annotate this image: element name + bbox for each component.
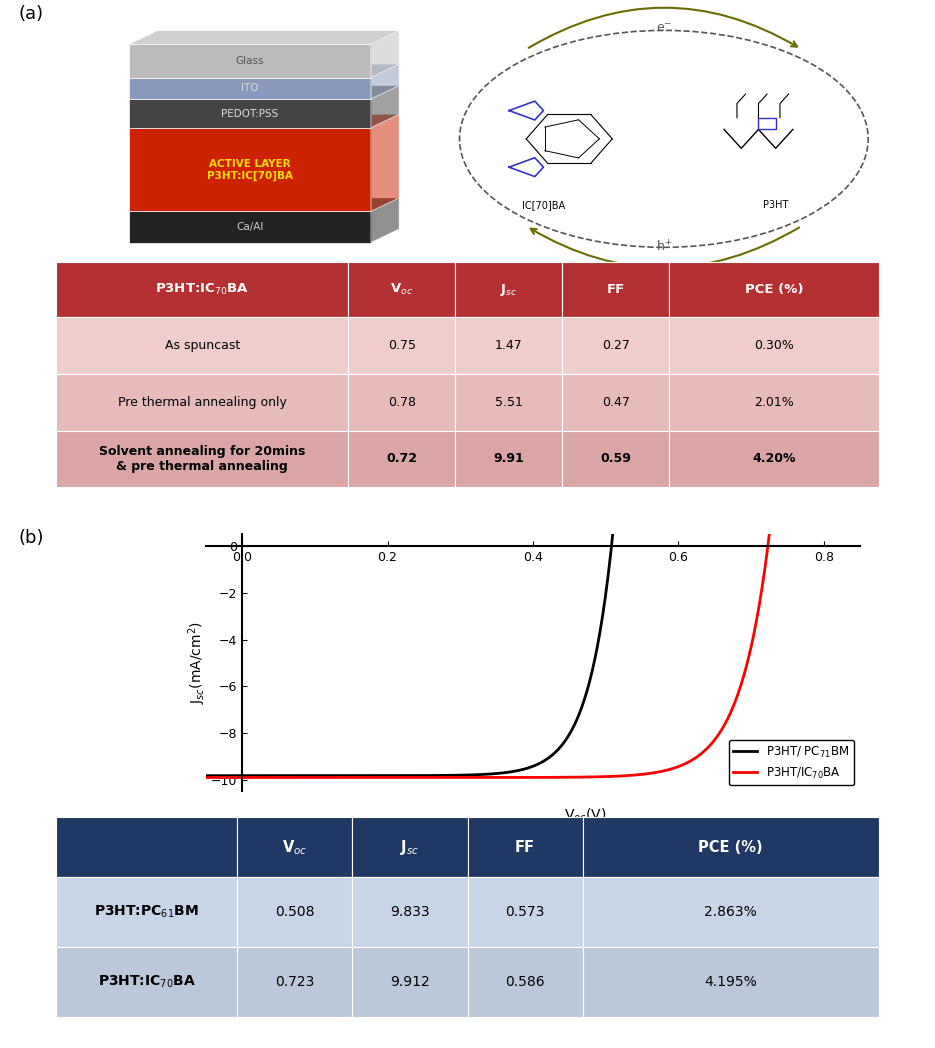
Text: 4.195%: 4.195% [704,975,757,988]
Text: 5.51: 5.51 [495,396,523,409]
Text: FF: FF [607,283,625,297]
Text: P3HT: P3HT [763,200,788,210]
Polygon shape [129,30,399,44]
Text: ACTIVE LAYER
P3HT:IC[70]BA: ACTIVE LAYER P3HT:IC[70]BA [207,158,293,180]
Text: P3HT:IC$_{70}$BA: P3HT:IC$_{70}$BA [155,282,249,298]
Text: Ca/Al: Ca/Al [237,222,264,232]
Text: J$_{sc}$: J$_{sc}$ [400,837,420,857]
Text: 0.75: 0.75 [388,340,416,352]
Text: V$_{oc}$: V$_{oc}$ [282,838,308,856]
Polygon shape [129,114,399,128]
Text: 0.30%: 0.30% [754,340,794,352]
Text: 9.833: 9.833 [390,905,430,919]
Text: 0.59: 0.59 [600,453,631,465]
Text: 0.573: 0.573 [506,905,545,919]
FancyBboxPatch shape [669,431,879,487]
Text: 0.508: 0.508 [275,905,314,919]
FancyBboxPatch shape [669,262,879,318]
FancyBboxPatch shape [352,947,468,1017]
Text: 4.20%: 4.20% [753,453,796,465]
FancyBboxPatch shape [669,374,879,431]
FancyBboxPatch shape [348,431,455,487]
FancyBboxPatch shape [56,262,348,318]
FancyBboxPatch shape [455,374,562,431]
Text: 9.912: 9.912 [390,975,430,988]
FancyBboxPatch shape [669,318,879,374]
FancyBboxPatch shape [562,431,669,487]
FancyBboxPatch shape [237,877,352,947]
FancyBboxPatch shape [455,262,562,318]
FancyBboxPatch shape [583,947,879,1017]
Text: 0.586: 0.586 [505,975,545,988]
FancyBboxPatch shape [56,431,348,487]
Text: Pre thermal annealing only: Pre thermal annealing only [118,396,287,409]
FancyBboxPatch shape [352,877,468,947]
FancyBboxPatch shape [583,877,879,947]
FancyBboxPatch shape [468,877,583,947]
FancyBboxPatch shape [562,262,669,318]
FancyBboxPatch shape [348,374,455,431]
Polygon shape [129,86,399,100]
Polygon shape [370,86,399,128]
Polygon shape [370,114,399,212]
Polygon shape [370,64,399,100]
Text: V$_{oc}$: V$_{oc}$ [390,282,413,298]
FancyBboxPatch shape [562,318,669,374]
Text: ITO: ITO [241,84,259,93]
Text: 1.47: 1.47 [495,340,523,352]
Text: P3HT:IC$_{70}$BA: P3HT:IC$_{70}$BA [97,974,195,990]
FancyBboxPatch shape [562,374,669,431]
X-axis label: V$_{oc}$(V): V$_{oc}$(V) [564,807,607,824]
FancyBboxPatch shape [56,374,348,431]
Text: 0.72: 0.72 [386,453,417,465]
Text: IC[70]BA: IC[70]BA [522,200,565,210]
Text: (b): (b) [19,529,44,547]
Text: 0.47: 0.47 [601,396,629,409]
Polygon shape [129,128,370,212]
FancyBboxPatch shape [56,947,237,1017]
Polygon shape [129,64,399,78]
Text: 2.863%: 2.863% [704,905,757,919]
FancyBboxPatch shape [468,947,583,1017]
Text: 0.27: 0.27 [601,340,629,352]
FancyBboxPatch shape [56,877,237,947]
Text: h$^{+}$: h$^{+}$ [655,240,672,255]
Polygon shape [129,78,370,100]
FancyBboxPatch shape [455,318,562,374]
FancyBboxPatch shape [237,817,352,877]
Text: Glass: Glass [236,56,264,66]
Text: (a): (a) [19,5,44,23]
FancyBboxPatch shape [348,262,455,318]
Text: PEDOT:PSS: PEDOT:PSS [222,109,279,118]
FancyBboxPatch shape [352,817,468,877]
Text: e$^{-}$: e$^{-}$ [655,22,672,35]
Text: Solvent annealing for 20mins
& pre thermal annealing: Solvent annealing for 20mins & pre therm… [99,445,306,473]
Text: As spuncast: As spuncast [165,340,239,352]
Polygon shape [129,100,370,128]
FancyBboxPatch shape [56,318,348,374]
Text: J$_{sc}$: J$_{sc}$ [500,282,517,298]
Polygon shape [129,44,370,78]
Legend: P3HT/ PC$_{71}$BM, P3HT/IC$_{70}$BA: P3HT/ PC$_{71}$BM, P3HT/IC$_{70}$BA [728,740,855,785]
Text: 9.91: 9.91 [494,453,524,465]
FancyBboxPatch shape [455,431,562,487]
Y-axis label: J$_{sc}$(mA/cm$^{2}$): J$_{sc}$(mA/cm$^{2}$) [186,621,209,704]
Polygon shape [129,212,370,242]
FancyBboxPatch shape [237,947,352,1017]
Polygon shape [370,30,399,78]
FancyBboxPatch shape [468,817,583,877]
Text: PCE (%): PCE (%) [698,839,763,855]
Text: 2.01%: 2.01% [755,396,794,409]
Polygon shape [129,198,399,212]
Text: 0.78: 0.78 [388,396,416,409]
FancyBboxPatch shape [56,817,237,877]
Text: PCE (%): PCE (%) [745,283,803,297]
FancyBboxPatch shape [583,817,879,877]
Polygon shape [370,198,399,242]
Text: FF: FF [515,839,535,855]
FancyBboxPatch shape [348,318,455,374]
Text: 0.723: 0.723 [275,975,314,988]
Text: P3HT:PC$_{61}$BM: P3HT:PC$_{61}$BM [94,903,199,920]
